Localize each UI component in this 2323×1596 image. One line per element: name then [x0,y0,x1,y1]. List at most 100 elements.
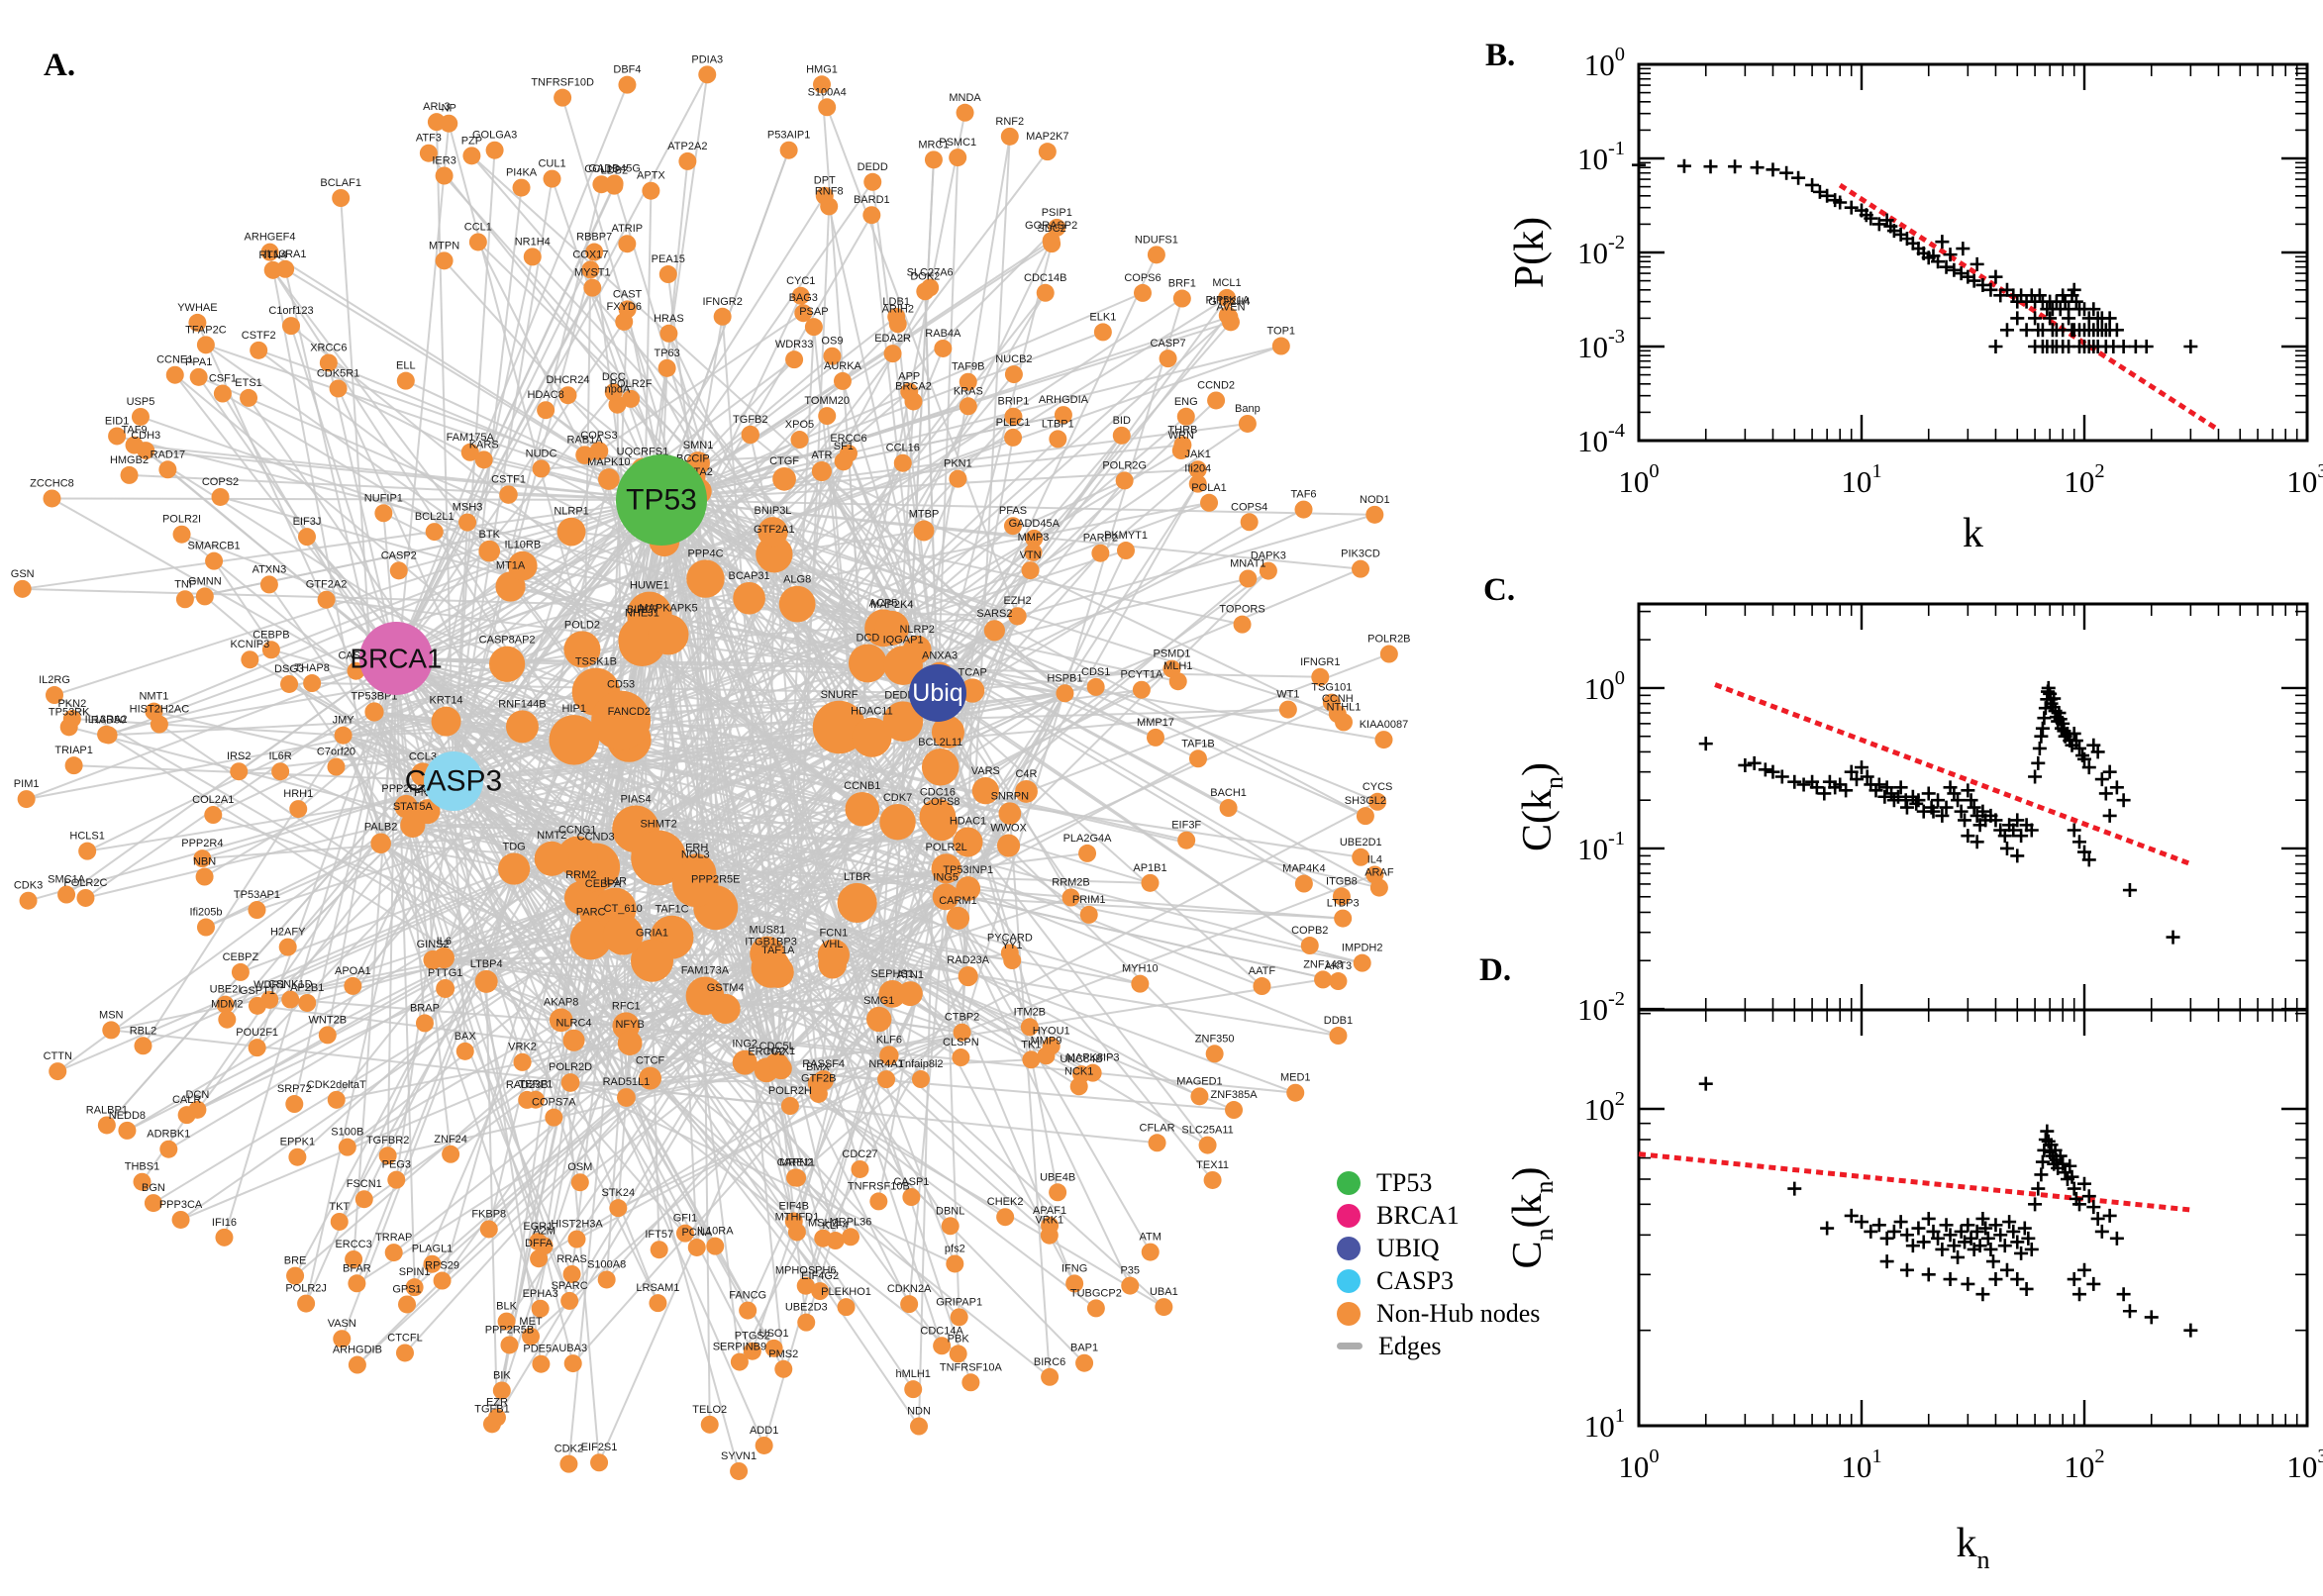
network-node[interactable] [260,990,279,1009]
network-node[interactable] [285,1095,304,1114]
network-node[interactable] [1131,974,1150,993]
network-node[interactable] [518,1090,537,1109]
network-node[interactable] [1205,1045,1224,1063]
network-node[interactable] [658,265,677,284]
network-node[interactable] [862,206,881,225]
network-node[interactable] [949,469,967,488]
network-node[interactable] [657,358,676,377]
network-node[interactable] [998,802,1022,825]
network-node[interactable] [813,1070,834,1091]
network-node[interactable] [442,1145,460,1163]
network-node[interactable] [1141,1243,1160,1261]
network-node[interactable] [43,489,61,508]
network-node[interactable] [1233,615,1252,634]
network-node[interactable] [949,1345,967,1363]
network-node[interactable] [455,1042,474,1060]
network-node[interactable] [804,318,823,337]
network-node[interactable] [1000,944,1019,962]
network-node[interactable] [133,1172,152,1191]
network-node[interactable] [630,939,674,982]
network-node[interactable] [318,1026,337,1045]
network-node[interactable] [330,1212,349,1231]
network-node[interactable] [532,459,551,478]
network-node[interactable] [317,590,336,609]
network-node[interactable] [433,947,454,969]
network-node[interactable] [589,442,609,460]
network-node[interactable] [848,644,887,683]
network-node[interactable] [1004,428,1023,447]
network-node[interactable] [175,590,194,609]
network-node[interactable] [1036,283,1055,302]
network-node[interactable] [1239,569,1258,588]
network-node[interactable] [193,849,212,868]
network-node[interactable] [298,993,317,1012]
network-node[interactable] [560,1291,579,1310]
network-node[interactable] [833,371,852,390]
network-node[interactable] [1365,865,1384,884]
network-node[interactable] [811,460,832,482]
network-node[interactable] [1121,1276,1140,1295]
network-node[interactable] [823,347,842,365]
network-node[interactable] [650,1241,668,1259]
network-node[interactable] [592,175,611,194]
network-node[interactable] [76,888,95,907]
network-node[interactable] [230,762,249,781]
network-node[interactable] [563,631,601,668]
network-node[interactable] [1022,1050,1041,1069]
network-node[interactable] [946,906,970,931]
network-node[interactable] [659,324,678,343]
network-node[interactable] [1000,127,1019,146]
network-node[interactable] [1146,728,1164,747]
network-node[interactable] [196,918,215,937]
network-node[interactable] [1133,283,1152,302]
network-node[interactable] [758,517,788,548]
network-node[interactable] [478,540,501,562]
network-node[interactable] [1218,288,1237,307]
network-node[interactable] [790,431,809,449]
network-node[interactable] [919,798,957,836]
network-node[interactable] [946,1254,964,1273]
network-node[interactable] [1091,544,1110,562]
network-node[interactable] [950,1308,968,1327]
network-node[interactable] [1198,1136,1217,1154]
network-node[interactable] [1294,500,1313,519]
network-node[interactable] [1200,493,1219,512]
network-node[interactable] [686,559,725,598]
network-node[interactable] [1024,543,1043,561]
network-node[interactable] [396,371,415,390]
network-node[interactable] [1075,1353,1094,1372]
network-node[interactable] [639,1066,662,1090]
network-node[interactable] [97,725,116,744]
network-node[interactable] [1015,779,1038,803]
network-node[interactable] [118,1121,137,1140]
network-node[interactable] [345,1249,363,1268]
network-node[interactable] [956,876,981,901]
network-node[interactable] [769,1057,792,1080]
network-node[interactable] [45,686,63,705]
network-node[interactable] [531,1299,550,1318]
network-node[interactable] [949,149,967,167]
network-node[interactable] [435,166,454,185]
network-node[interactable] [348,1274,366,1293]
network-node[interactable] [549,715,600,765]
network-node[interactable] [1148,1134,1166,1152]
network-node[interactable] [556,836,598,877]
network-node[interactable] [842,1228,860,1247]
network-node[interactable] [1132,680,1151,699]
network-node[interactable] [423,1254,442,1273]
network-node[interactable] [216,995,235,1014]
network-node[interactable] [845,791,880,827]
network-node[interactable] [1112,426,1131,445]
network-node[interactable] [17,790,36,809]
network-node[interactable] [1176,407,1195,426]
network-node[interactable] [260,243,279,261]
network-node[interactable] [622,389,641,408]
network-node[interactable] [1329,972,1348,991]
network-node[interactable] [248,901,266,920]
network-node[interactable] [1038,143,1057,161]
network-node[interactable] [474,969,498,993]
network-node[interactable] [1221,313,1240,332]
network-node[interactable] [102,1021,121,1040]
network-node[interactable] [1056,684,1074,703]
network-node[interactable] [617,1088,636,1107]
